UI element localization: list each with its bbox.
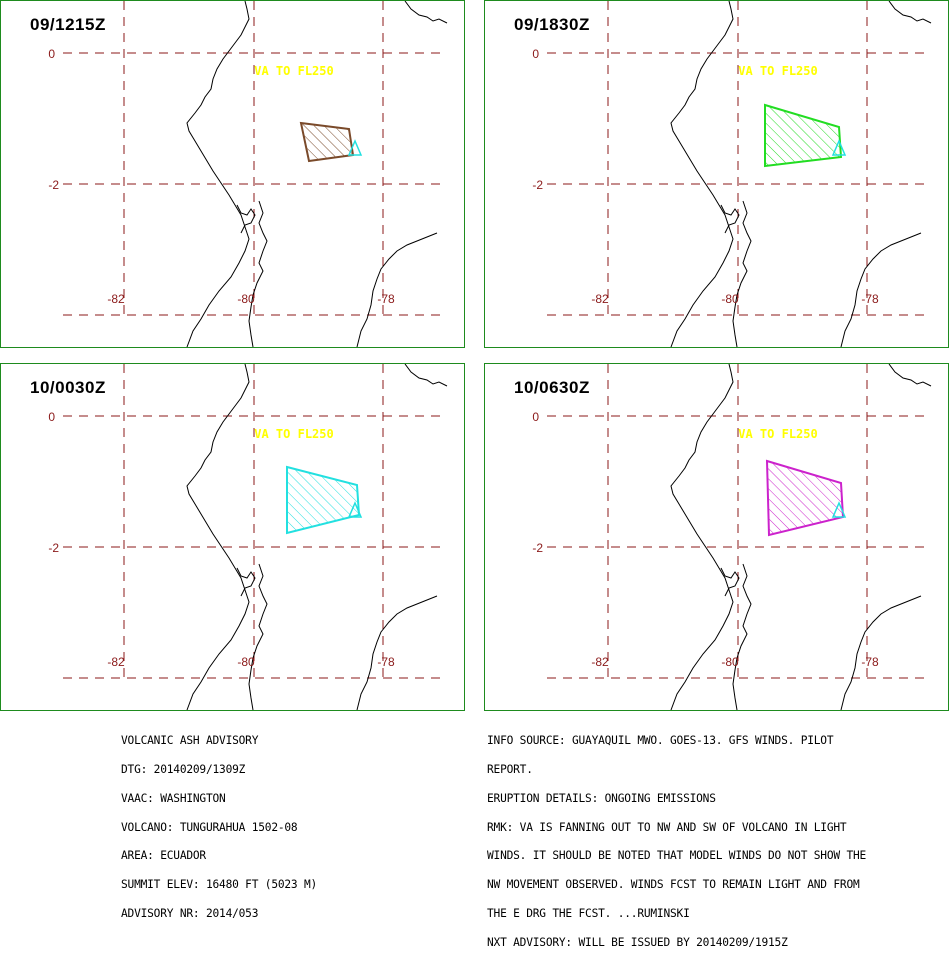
- coastline-1: [732, 200, 752, 347]
- advisory-line: ADVISORY NR: 2014/053: [121, 906, 259, 920]
- volcano-icon: [831, 501, 847, 518]
- lon-label-80: -80: [237, 292, 255, 306]
- lat-label-minus2: -2: [48, 178, 59, 192]
- forecast-panel-1006: 0 -2 -82 -80 -78 VA TO FL250 10/0630Z: [484, 363, 949, 711]
- coastline-0: [670, 364, 734, 710]
- lat-label-0: 0: [48, 47, 55, 61]
- volcano-icon: [347, 501, 363, 518]
- coastline-4: [888, 1, 932, 24]
- map-canvas: 0 -2 -82 -80 -78 VA TO FL250: [48, 364, 448, 710]
- coastline-4: [888, 364, 932, 387]
- advisory-line: DTG: 20140209/1309Z: [121, 762, 246, 776]
- advisory-header-block: VOLCANIC ASH ADVISORY DTG: 20140209/1309…: [121, 717, 317, 928]
- ash-cloud-polygon: [764, 103, 843, 168]
- coastline-3: [356, 232, 438, 347]
- lat-label-0: 0: [532, 410, 539, 424]
- coastline-1: [248, 200, 268, 347]
- advisory-line: VOLCANO: TUNGURAHUA 1502-08: [121, 820, 298, 834]
- map-canvas: 0 -2 -82 -80 -78 VA TO FL250: [48, 1, 448, 347]
- lon-label-78: -78: [377, 292, 395, 306]
- coastline-0: [186, 1, 250, 347]
- coastline-1: [248, 563, 268, 710]
- lat-label-0: 0: [532, 47, 539, 61]
- advisory-line: VAAC: WASHINGTON: [121, 791, 226, 805]
- lat-label-0: 0: [48, 410, 55, 424]
- coastline-3: [840, 232, 922, 347]
- va-label: VA TO FL250: [254, 64, 333, 78]
- lon-label-78: -78: [377, 655, 395, 669]
- va-label: VA TO FL250: [738, 427, 817, 441]
- advisory-remarks-block: INFO SOURCE: GUAYAQUIL MWO. GOES-13. GFS…: [487, 717, 866, 957]
- map-canvas: 0 -2 -82 -80 -78 VA TO FL250: [532, 364, 932, 710]
- remark-line: WINDS. IT SHOULD BE NOTED THAT MODEL WIN…: [487, 849, 867, 863]
- remark-line: NXT ADVISORY: WILL BE ISSUED BY 20140209…: [487, 935, 788, 949]
- ash-cloud-polygon: [299, 121, 355, 163]
- volcano-icon: [347, 139, 363, 156]
- lat-label-minus2: -2: [532, 178, 543, 192]
- advisory-line: AREA: ECUADOR: [121, 849, 206, 863]
- lat-label-minus2: -2: [48, 541, 59, 555]
- panel-title: 10/0630Z: [514, 378, 590, 397]
- remark-line: ERUPTION DETAILS: ONGOING EMISSIONS: [487, 791, 716, 805]
- lat-label-minus2: -2: [532, 541, 543, 555]
- remark-line: THE E DRG THE FCST. ...RUMINSKI: [487, 906, 690, 920]
- panel-title: 09/1215Z: [30, 15, 106, 34]
- coastline-1: [732, 563, 752, 710]
- lon-label-80: -80: [237, 655, 255, 669]
- coastline-0: [670, 1, 734, 347]
- lon-label-82: -82: [591, 655, 609, 669]
- lon-label-80: -80: [721, 292, 739, 306]
- coastline-2: [236, 567, 256, 597]
- forecast-panel-1000: 0 -2 -82 -80 -78 VA TO FL250 10/0030Z: [0, 363, 465, 711]
- lon-label-82: -82: [107, 655, 125, 669]
- coastline-3: [356, 595, 438, 710]
- advisory-line: VOLCANIC ASH ADVISORY: [121, 734, 259, 748]
- panel-title: 10/0030Z: [30, 378, 106, 397]
- remark-line: REPORT.: [487, 762, 533, 776]
- lon-label-82: -82: [107, 292, 125, 306]
- lon-label-80: -80: [721, 655, 739, 669]
- forecast-panel-0918: 0 -2 -82 -80 -78 VA TO FL250 09/1830Z: [484, 0, 949, 348]
- lon-label-78: -78: [861, 655, 879, 669]
- volcano-icon: [831, 139, 847, 156]
- remark-line: RMK: VA IS FANNING OUT TO NW AND SW OF V…: [487, 820, 847, 834]
- map-canvas: 0 -2 -82 -80 -78 VA TO FL250: [532, 1, 932, 347]
- ash-cloud-polygon: [765, 459, 845, 537]
- va-label: VA TO FL250: [738, 64, 817, 78]
- coastline-4: [404, 364, 448, 387]
- lon-label-78: -78: [861, 292, 879, 306]
- va-label: VA TO FL250: [254, 427, 333, 441]
- coastline-2: [720, 567, 740, 597]
- lon-label-82: -82: [591, 292, 609, 306]
- coastline-2: [236, 204, 256, 234]
- remark-line: NW MOVEMENT OBSERVED. WINDS FCST TO REMA…: [487, 878, 860, 892]
- ash-cloud-polygon: [286, 465, 361, 535]
- coastline-4: [404, 1, 448, 24]
- advisory-line: SUMMIT ELEV: 16480 FT (5023 M): [121, 878, 318, 892]
- coastline-0: [186, 364, 250, 710]
- panel-title: 09/1830Z: [514, 15, 590, 34]
- forecast-panel-0912: 0 -2 -82 -80 -78 VA TO FL250 09/1215Z: [0, 0, 465, 348]
- remark-line: INFO SOURCE: GUAYAQUIL MWO. GOES-13. GFS…: [487, 734, 834, 748]
- coastline-3: [840, 595, 922, 710]
- coastline-2: [720, 204, 740, 234]
